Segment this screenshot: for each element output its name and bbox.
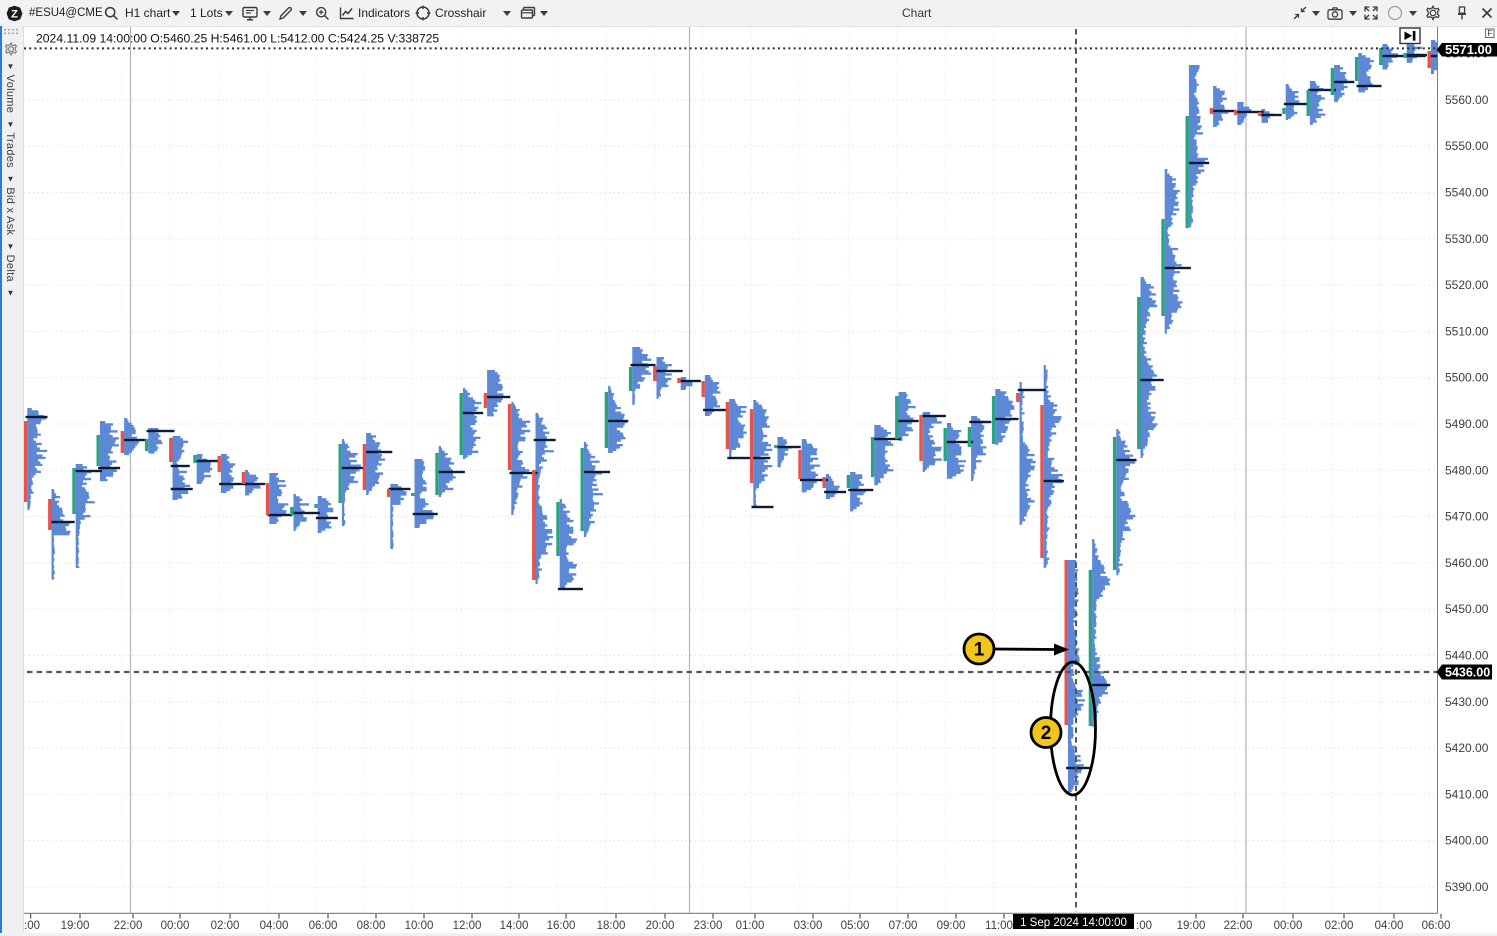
svg-text:05:00: 05:00 — [841, 920, 870, 932]
svg-text:5440.00: 5440.00 — [1445, 649, 1489, 663]
svg-text:5390.00: 5390.00 — [1445, 880, 1489, 894]
svg-text:10:00: 10:00 — [405, 920, 434, 932]
svg-text:5420.00: 5420.00 — [1445, 741, 1489, 755]
svg-text:1: 1 — [974, 640, 985, 661]
svg-text:5490.00: 5490.00 — [1445, 417, 1489, 431]
svg-text:09:00: 09:00 — [937, 920, 966, 932]
svg-text:20:00: 20:00 — [646, 920, 675, 932]
svg-text:06:00: 06:00 — [1422, 920, 1451, 932]
svg-text:12:00: 12:00 — [453, 920, 482, 932]
svg-text:19:00: 19:00 — [61, 920, 90, 932]
svg-text:01:00: 01:00 — [736, 920, 765, 932]
svg-text:5510.00: 5510.00 — [1445, 324, 1489, 338]
svg-text:22:00: 22:00 — [114, 920, 143, 932]
svg-text:14:00: 14:00 — [500, 920, 529, 932]
svg-text:19:00: 19:00 — [1177, 920, 1206, 932]
svg-text:1 Sep 2024 14:00:00: 1 Sep 2024 14:00:00 — [1020, 917, 1127, 929]
svg-text:5460.00: 5460.00 — [1445, 556, 1489, 570]
svg-text:2024.11.09 14:00:00 O:5460.25: 2024.11.09 14:00:00 O:5460.25 H:5461.00 … — [36, 32, 439, 46]
svg-text::00: :00 — [1136, 920, 1152, 932]
svg-text:5470.00: 5470.00 — [1445, 510, 1489, 524]
svg-text:23:00: 23:00 — [694, 920, 723, 932]
svg-text:F: F — [1487, 29, 1492, 38]
svg-text:Z: Z — [11, 8, 18, 20]
svg-text:5430.00: 5430.00 — [1445, 695, 1489, 709]
svg-text:5560.00: 5560.00 — [1445, 93, 1489, 107]
svg-text:5550.00: 5550.00 — [1445, 139, 1489, 153]
svg-text:5571.00: 5571.00 — [1445, 42, 1492, 57]
svg-text:5540.00: 5540.00 — [1445, 186, 1489, 200]
svg-text:07:00: 07:00 — [889, 920, 918, 932]
svg-text:00:00: 00:00 — [1274, 920, 1303, 932]
svg-text:06:00: 06:00 — [309, 920, 338, 932]
svg-text:5436.00: 5436.00 — [1445, 666, 1490, 680]
svg-text:2: 2 — [1041, 723, 1052, 744]
svg-text:03:00: 03:00 — [794, 920, 823, 932]
svg-text:5450.00: 5450.00 — [1445, 602, 1489, 616]
svg-text:18:00: 18:00 — [597, 920, 626, 932]
svg-text:5500.00: 5500.00 — [1445, 371, 1489, 385]
svg-text:11:00: 11:00 — [985, 920, 1013, 932]
svg-text:5400.00: 5400.00 — [1445, 834, 1489, 848]
svg-text:00:00: 00:00 — [161, 920, 190, 932]
svg-text:04:00: 04:00 — [1375, 920, 1404, 932]
svg-text:16:00: 16:00 — [547, 920, 576, 932]
svg-text:02:00: 02:00 — [211, 920, 240, 932]
svg-text:5410.00: 5410.00 — [1445, 787, 1489, 801]
svg-text:5520.00: 5520.00 — [1445, 278, 1489, 292]
svg-text:02:00: 02:00 — [1325, 920, 1354, 932]
svg-text:08:00: 08:00 — [357, 920, 386, 932]
svg-text:5530.00: 5530.00 — [1445, 232, 1489, 246]
svg-text:22:00: 22:00 — [1224, 920, 1253, 932]
svg-text:04:00: 04:00 — [260, 920, 289, 932]
svg-text:5480.00: 5480.00 — [1445, 463, 1489, 477]
